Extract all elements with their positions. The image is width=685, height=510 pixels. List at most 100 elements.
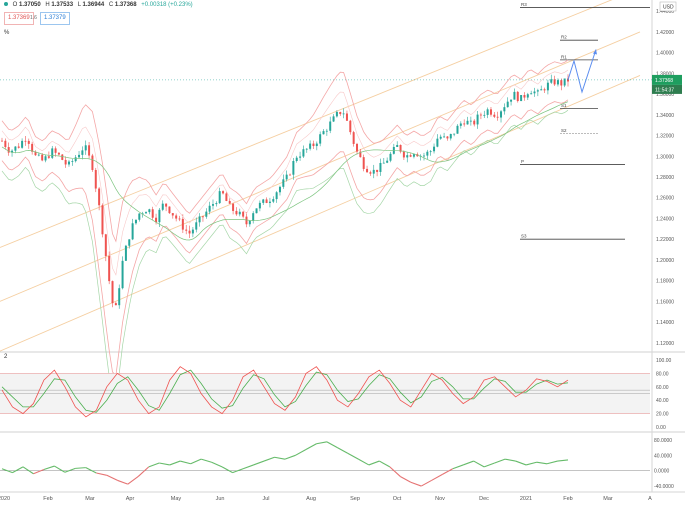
- candle-body: [64, 159, 67, 165]
- candle-body: [114, 303, 117, 306]
- candle-body: [44, 156, 47, 161]
- candle-body: [309, 143, 312, 149]
- candle-body: [540, 89, 543, 91]
- candle-body: [526, 94, 529, 98]
- candle-body: [546, 82, 549, 91]
- candle-body: [81, 150, 84, 155]
- momentum-segment: [106, 474, 118, 481]
- candle-body: [71, 161, 74, 162]
- price-tick-label: 1.40000: [656, 51, 674, 57]
- candle-body: [295, 157, 298, 161]
- candle-body: [37, 154, 40, 156]
- price-tick-label: 1.18000: [656, 279, 674, 285]
- bollinger-lower: [1, 99, 569, 377]
- stoch-tick-label: 0.00: [656, 425, 666, 431]
- candle-body: [195, 222, 198, 230]
- candle-body: [158, 209, 161, 223]
- time-tick-label: Dec: [479, 496, 489, 502]
- sell-button[interactable]: 1.37369: [4, 12, 34, 25]
- candle-body: [31, 143, 34, 152]
- candle-body: [248, 220, 251, 225]
- momentum-tick-label: 0.0000: [654, 469, 670, 475]
- momentum-segment: [253, 460, 265, 466]
- candle-body: [550, 79, 553, 83]
- momentum-segment: [546, 460, 558, 465]
- trend-channel-line: [0, 31, 641, 302]
- candle-body: [275, 192, 278, 200]
- candle-body: [493, 114, 496, 117]
- candle-body: [225, 193, 228, 201]
- candle-body: [520, 95, 523, 102]
- time-tick-label: Nov: [435, 496, 445, 502]
- candle-body: [302, 149, 305, 157]
- last-price-tag: [652, 74, 682, 85]
- candle-body: [429, 151, 432, 153]
- momentum-segment: [85, 467, 97, 474]
- momentum-segment: [148, 462, 160, 468]
- momentum-segment: [232, 468, 244, 474]
- candle-body: [218, 191, 221, 204]
- candle-body: [312, 143, 315, 147]
- momentum-segment: [284, 454, 296, 460]
- momentum-segment: [326, 441, 338, 449]
- momentum-segment: [483, 462, 495, 468]
- stoch-tick-label: 20.00: [656, 412, 669, 418]
- candle-body: [332, 116, 335, 122]
- pivot-level-label: R1: [561, 54, 567, 59]
- momentum-segment: [368, 460, 380, 466]
- candle-body: [563, 78, 566, 86]
- candle-body: [560, 80, 563, 86]
- candle-body: [171, 213, 174, 216]
- momentum-segment: [473, 460, 485, 468]
- candle-body: [319, 134, 322, 144]
- candle-body: [553, 79, 556, 85]
- candle-body: [191, 229, 194, 234]
- candle-body: [74, 157, 77, 162]
- price-tick-label: 1.16000: [656, 299, 674, 305]
- price-pane: R3 R2 R1 S1 S2 P S3: [0, 0, 652, 402]
- candle-body: [523, 95, 526, 98]
- candle-body: [473, 120, 476, 125]
- candle-body: [222, 191, 225, 194]
- candle-body: [151, 209, 154, 218]
- candle-body: [382, 162, 385, 164]
- time-tick-label: 2021: [520, 496, 532, 502]
- candle-body: [483, 114, 486, 116]
- momentum-segment: [12, 466, 24, 474]
- keltner-upper: [1, 69, 569, 276]
- candle-body: [57, 152, 60, 155]
- time-tick-label: Mar: [85, 496, 95, 502]
- momentum-segment: [1, 468, 13, 474]
- candle-body: [228, 200, 231, 204]
- candle-body: [201, 216, 204, 218]
- ohlc-low: L 1.36944: [77, 2, 105, 8]
- candle-body: [399, 144, 402, 152]
- axis-layer: 1.44000 1.42000 1.40000 1.38000 1.36000 1.340…: [0, 1, 682, 502]
- buy-button[interactable]: 1.37379: [40, 12, 70, 25]
- price-tick-label: 1.36000: [656, 92, 674, 98]
- pivot-level-label: R2: [561, 35, 567, 40]
- candle-body: [406, 155, 409, 158]
- currency-badge: [659, 1, 677, 12]
- candle-body: [376, 169, 379, 172]
- momentum-tick-label: 80.0000: [654, 438, 672, 444]
- candle-body: [496, 116, 499, 118]
- time-tick-label: Sep: [350, 496, 360, 502]
- candle-body: [175, 215, 178, 219]
- candle-body: [299, 156, 302, 158]
- candle-body: [503, 107, 506, 112]
- candle-body: [339, 111, 342, 115]
- candle-body: [506, 101, 509, 108]
- stochastic-pane: [0, 366, 650, 418]
- stoch-d-line: [1, 369, 569, 413]
- indicator-label[interactable]: 2: [4, 354, 8, 360]
- momentum-segment: [452, 464, 464, 470]
- time-tick-label: A: [648, 496, 652, 502]
- candle-body: [510, 99, 513, 102]
- candle-body: [185, 229, 188, 231]
- percent-toggle[interactable]: %: [4, 30, 10, 36]
- candle-body: [41, 154, 44, 161]
- candle-body: [84, 145, 87, 151]
- candle-body: [211, 204, 214, 206]
